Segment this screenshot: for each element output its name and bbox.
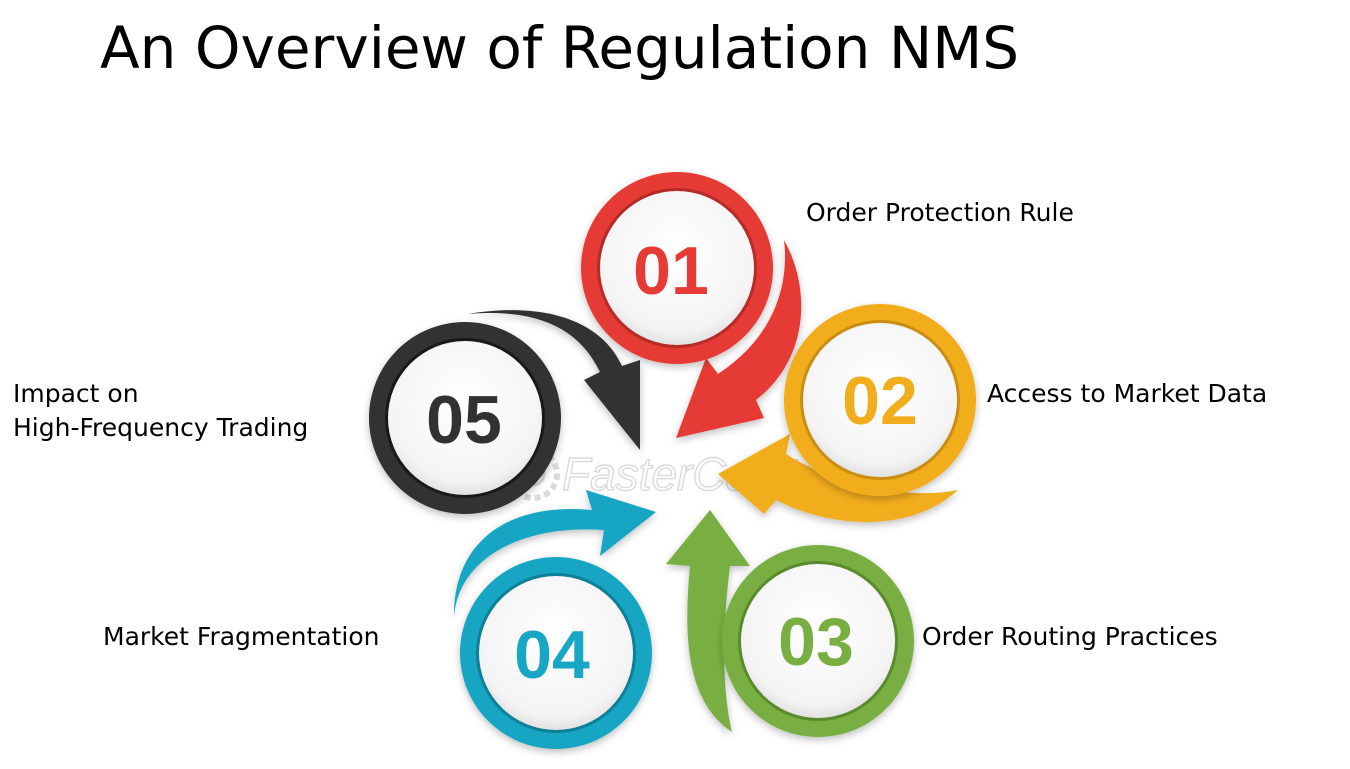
number-01: 01 xyxy=(633,233,709,309)
arrow-05 xyxy=(468,310,640,450)
label-market-fragmentation: Market Fragmentation xyxy=(103,622,380,651)
label-order-protection-rule: Order Protection Rule xyxy=(806,198,1074,227)
circle-03: 03 xyxy=(722,545,914,737)
arrow-02 xyxy=(718,434,958,523)
arrow-01 xyxy=(676,240,802,438)
arrow-04 xyxy=(453,490,656,620)
page-title: An Overview of Regulation NMS xyxy=(100,14,1020,82)
circle-02: 02 xyxy=(784,304,976,496)
number-04: 04 xyxy=(514,617,590,693)
label-impact-line1: Impact on xyxy=(13,379,139,408)
label-impact-on-hft: Impact on High-Frequency Trading xyxy=(13,377,308,445)
arrow-03 xyxy=(666,510,750,732)
circle-05: 05 xyxy=(369,322,561,514)
label-order-routing-practices: Order Routing Practices xyxy=(922,622,1218,651)
circle-04: 04 xyxy=(460,557,652,749)
label-impact-line2: High-Frequency Trading xyxy=(13,413,309,442)
number-03: 03 xyxy=(778,604,854,680)
circle-01: 01 xyxy=(581,172,773,364)
label-access-to-market-data: Access to Market Data xyxy=(987,379,1268,408)
number-02: 02 xyxy=(842,363,918,439)
number-05: 05 xyxy=(426,382,502,458)
